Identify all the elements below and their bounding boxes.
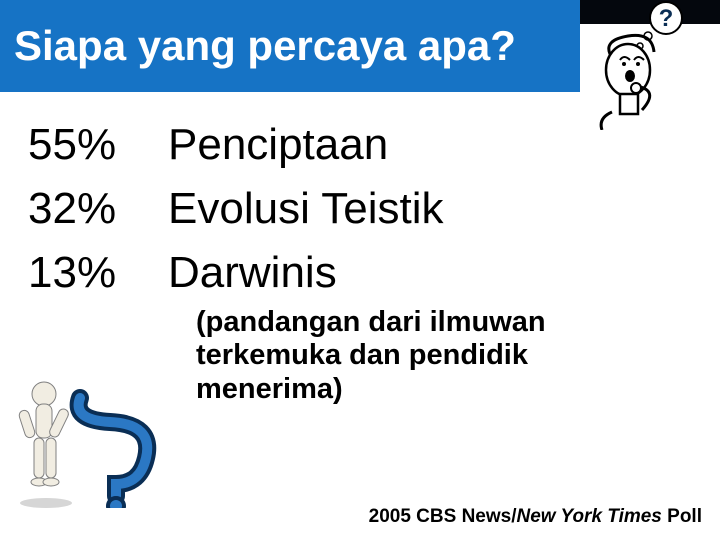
source-prefix: 2005 CBS News/ bbox=[369, 506, 517, 527]
row-label: Penciptaan bbox=[168, 120, 388, 170]
svg-text:?: ? bbox=[659, 5, 674, 32]
percent-value: 55% bbox=[28, 120, 168, 170]
source-suffix: Poll bbox=[662, 506, 702, 527]
percent-value: 32% bbox=[28, 184, 168, 234]
percent-value: 13% bbox=[28, 248, 168, 298]
source-italic: New York Times bbox=[516, 506, 661, 527]
table-row: 32% Evolusi Teistik bbox=[28, 184, 720, 234]
row-label: Darwinis bbox=[168, 248, 337, 298]
title-bar: Siapa yang percaya apa? bbox=[0, 0, 580, 92]
page-title: Siapa yang percaya apa? bbox=[14, 22, 516, 69]
row-subtext: (pandangan dari ilmuwan terkemuka dan pe… bbox=[196, 306, 666, 406]
row-label: Evolusi Teistik bbox=[168, 184, 444, 234]
thinker-illustration: ? bbox=[580, 0, 690, 130]
mannequin-question-illustration bbox=[16, 358, 166, 508]
table-row: 13% Darwinis bbox=[28, 248, 720, 298]
source-citation: 2005 CBS News/New York Times Poll bbox=[369, 506, 702, 528]
